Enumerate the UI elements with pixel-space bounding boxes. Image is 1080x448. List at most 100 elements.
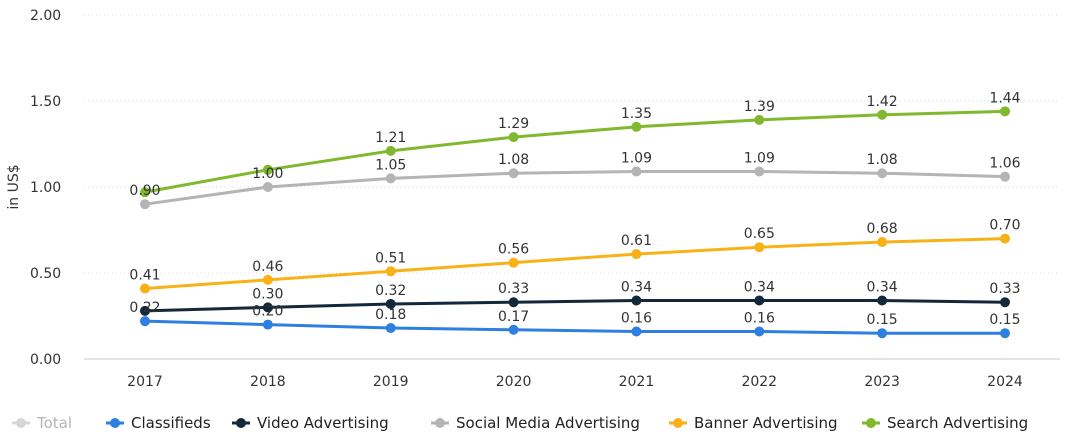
y-tick-label: 1.00	[30, 180, 61, 196]
data-point[interactable]	[262, 319, 273, 330]
legend-item-banner-advertising[interactable]: Banner Advertising	[669, 414, 838, 432]
data-point[interactable]	[385, 145, 396, 156]
y-tick-label: 1.50	[30, 94, 61, 110]
data-label: 0.22	[129, 300, 160, 316]
data-point[interactable]	[754, 295, 765, 306]
data-point[interactable]	[754, 326, 765, 337]
series-line-video-advertising	[144, 299, 1006, 313]
legend-label: Social Media Advertising	[456, 414, 640, 432]
data-point[interactable]	[877, 328, 888, 339]
gridlines	[84, 14, 1060, 360]
data-label: 0.15	[867, 312, 898, 328]
legend-item-total[interactable]: Total	[12, 414, 72, 432]
series-line-banner-advertising	[144, 237, 1006, 290]
data-label: 0.68	[867, 221, 898, 237]
series-line-search-advertising	[144, 109, 1006, 194]
data-point[interactable]	[140, 316, 150, 327]
data-label: 1.06	[989, 156, 1020, 172]
data-point[interactable]	[631, 121, 642, 132]
data-point[interactable]	[262, 164, 273, 175]
data-label: 0.46	[252, 259, 283, 275]
legend-label: Banner Advertising	[694, 414, 838, 432]
y-tick-label: 0.00	[30, 352, 61, 368]
data-label: 0.70	[989, 218, 1020, 234]
legend-marker	[673, 418, 683, 428]
data-point[interactable]	[1000, 233, 1010, 244]
series-classifieds	[140, 316, 1010, 339]
data-point[interactable]	[877, 237, 888, 248]
data-point[interactable]	[1000, 297, 1010, 308]
data-point[interactable]	[385, 173, 396, 184]
data-point[interactable]	[508, 132, 519, 143]
data-point[interactable]	[262, 302, 273, 313]
x-tick-label: 2023	[864, 374, 900, 390]
data-label: 1.42	[867, 94, 898, 110]
data-point[interactable]	[754, 242, 765, 253]
data-label: 1.08	[867, 152, 898, 168]
data-point[interactable]	[140, 283, 150, 294]
data-point[interactable]	[385, 323, 396, 334]
data-label: 1.09	[621, 151, 652, 167]
legend-label: Video Advertising	[257, 414, 389, 432]
data-point[interactable]	[508, 257, 519, 268]
x-tick-label: 2019	[373, 374, 409, 390]
data-point[interactable]	[385, 266, 396, 277]
data-label: 0.33	[989, 281, 1020, 297]
data-label: 1.35	[621, 106, 652, 122]
legend-item-classifieds[interactable]: Classifieds	[106, 414, 211, 432]
series-video-advertising	[140, 295, 1010, 316]
data-point[interactable]	[754, 166, 765, 177]
x-tick-label: 2018	[250, 374, 286, 390]
y-tick-label: 0.50	[30, 266, 61, 282]
data-point[interactable]	[631, 166, 642, 177]
legend-marker	[110, 418, 120, 428]
series-search-advertising	[140, 106, 1010, 198]
data-point[interactable]	[140, 305, 150, 316]
data-point[interactable]	[385, 298, 396, 309]
data-point[interactable]	[140, 187, 150, 198]
x-tick-label: 2024	[987, 374, 1023, 390]
data-point[interactable]	[1000, 171, 1010, 182]
data-label: 0.20	[252, 304, 283, 320]
data-point[interactable]	[631, 295, 642, 306]
data-label: 0.51	[375, 250, 406, 266]
data-label: 1.29	[498, 116, 529, 132]
data-point[interactable]	[631, 249, 642, 260]
data-point[interactable]	[877, 168, 888, 179]
legend-marker	[236, 418, 246, 428]
data-label: 0.34	[621, 280, 652, 296]
data-point[interactable]	[877, 109, 888, 120]
data-label: 0.90	[129, 183, 160, 199]
data-point[interactable]	[140, 199, 150, 210]
data-point[interactable]	[1000, 328, 1010, 339]
data-label: 0.32	[375, 283, 406, 299]
data-label: 1.09	[744, 151, 775, 167]
data-point[interactable]	[508, 297, 519, 308]
data-point[interactable]	[262, 182, 273, 192]
legend-item-social-media-advertising[interactable]: Social Media Advertising	[431, 414, 640, 432]
legend-item-video-advertising[interactable]: Video Advertising	[232, 414, 389, 432]
data-point[interactable]	[754, 114, 765, 125]
legend-item-search-advertising[interactable]: Search Advertising	[862, 414, 1028, 432]
data-point[interactable]	[508, 168, 519, 179]
data-label: 0.15	[989, 312, 1020, 328]
data-point[interactable]	[877, 295, 888, 306]
data-label: 1.08	[498, 152, 529, 168]
y-axis-label: in US$	[6, 164, 22, 209]
legend-label: Total	[36, 414, 72, 432]
series-lines	[140, 106, 1010, 339]
data-label: 1.21	[375, 130, 406, 146]
series-line-social-media-advertising	[144, 170, 1006, 206]
data-label: 1.05	[375, 157, 406, 173]
data-point[interactable]	[631, 326, 642, 337]
data-label: 0.56	[498, 242, 529, 258]
x-axis: 2017 2018 2019 2020 2021 2022 2023 2024	[127, 374, 1023, 390]
data-label: 1.44	[989, 90, 1020, 106]
x-tick-label: 2021	[619, 374, 655, 390]
legend-marker	[16, 418, 26, 428]
y-axis: 0.00 0.50 1.00 1.50 2.00	[30, 8, 61, 368]
y-tick-label: 2.00	[30, 8, 61, 24]
data-point[interactable]	[1000, 106, 1010, 117]
data-point[interactable]	[508, 324, 519, 335]
data-point[interactable]	[262, 274, 273, 285]
